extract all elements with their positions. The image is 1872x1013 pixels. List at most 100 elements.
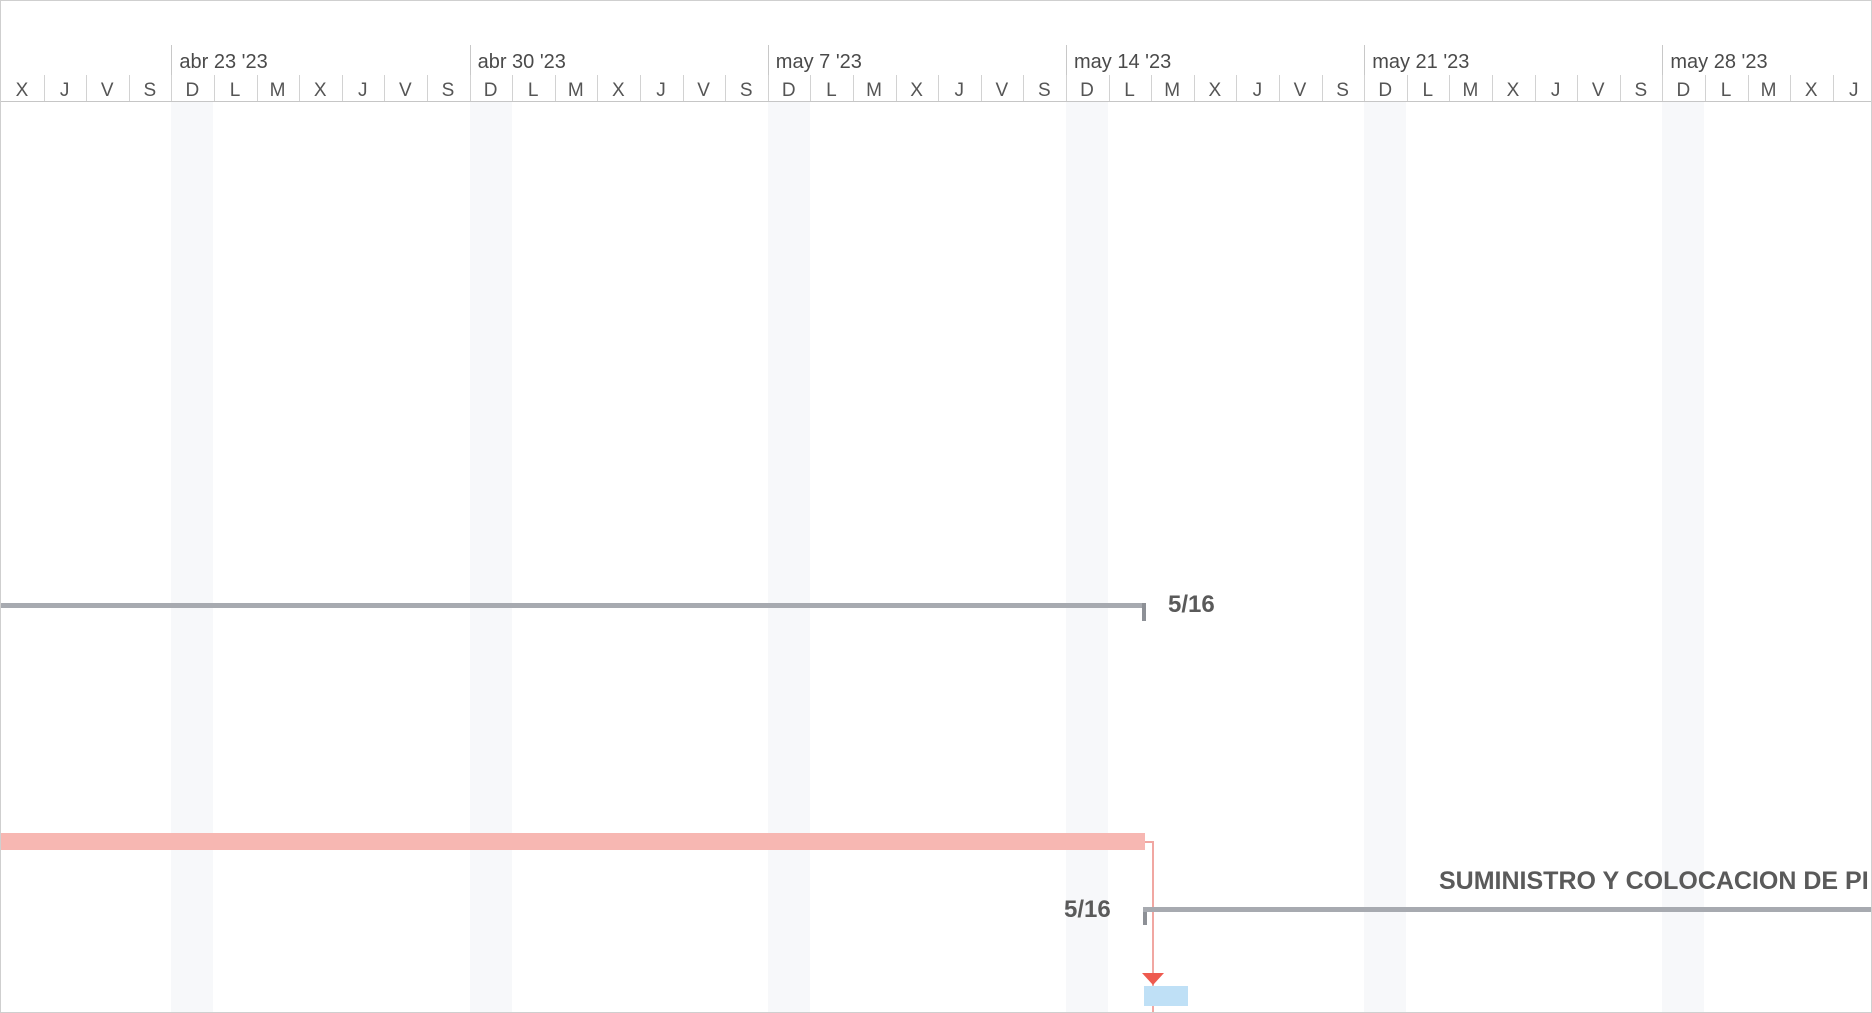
day-divider xyxy=(1619,75,1621,101)
timescale-week-label: abr 23 '23 xyxy=(179,51,268,73)
timescale-day-label: L xyxy=(1720,80,1732,101)
timescale-day-label: V xyxy=(1293,80,1307,101)
timescale-week-label: may 7 '23 xyxy=(775,51,862,73)
timescale-day-label: L xyxy=(527,80,539,101)
day-divider xyxy=(1705,75,1706,101)
timescale-week-label: may 14 '23 xyxy=(1074,51,1172,73)
day-divider xyxy=(895,75,897,101)
timescale-day-label: X xyxy=(1208,80,1222,101)
week-divider xyxy=(171,45,173,101)
timescale-day-label: J xyxy=(1252,80,1263,101)
day-divider xyxy=(128,75,130,101)
summary-bar-2-start-cap xyxy=(1143,907,1147,925)
timescale-day-label: L xyxy=(1422,80,1434,101)
day-divider xyxy=(640,75,641,101)
sunday-band xyxy=(1364,101,1407,1012)
timescale-day-label: M xyxy=(567,80,584,101)
day-divider xyxy=(43,75,45,101)
week-divider xyxy=(1662,45,1664,101)
sunday-band xyxy=(1066,101,1108,1012)
task-bar[interactable] xyxy=(1144,986,1188,1006)
timescale-day-label: J xyxy=(954,80,964,101)
day-divider xyxy=(1023,75,1025,101)
timescale-day-label: X xyxy=(612,80,625,101)
critical-task-bar[interactable] xyxy=(1,833,1145,850)
timescale-day-label: D xyxy=(483,80,498,101)
summary-bar-2[interactable] xyxy=(1143,907,1871,912)
timescale-day-label: J xyxy=(656,80,666,101)
timescale-day-label: L xyxy=(1124,80,1135,101)
day-divider xyxy=(1236,75,1238,101)
day-divider xyxy=(469,75,471,101)
day-divider xyxy=(554,75,556,101)
timescale-day-label: S xyxy=(1038,80,1051,101)
timescale-day-label: V xyxy=(697,80,710,101)
timescale-day-label: X xyxy=(1804,80,1818,101)
day-divider xyxy=(1449,75,1451,101)
timescale-day-label: V xyxy=(1591,80,1605,101)
dependency-link-stub xyxy=(1145,841,1154,843)
day-divider xyxy=(1534,75,1536,101)
day-divider xyxy=(1662,75,1664,101)
link-arrow-icon xyxy=(1142,973,1164,985)
day-divider xyxy=(597,75,599,101)
day-divider xyxy=(384,75,386,101)
timescale-week-label: may 28 '23 xyxy=(1670,51,1768,73)
timescale-day-label: J xyxy=(358,80,368,101)
timescale-day-label: M xyxy=(269,80,286,101)
day-divider xyxy=(682,75,684,101)
day-divider xyxy=(1364,75,1366,101)
day-divider xyxy=(810,75,812,101)
timescale-day-label: D xyxy=(185,80,200,101)
timescale-day-label: M xyxy=(1760,80,1777,101)
timescale-day-label: S xyxy=(739,80,753,101)
day-divider xyxy=(256,75,258,101)
timescale-day-label: S xyxy=(143,80,157,101)
timescale-day-label: D xyxy=(1378,80,1393,101)
timescale-day-label: J xyxy=(1849,80,1859,101)
week-divider xyxy=(469,45,471,101)
timescale-day-label: M xyxy=(1164,80,1181,101)
day-divider xyxy=(1747,75,1749,101)
summary-bar-1-end-cap xyxy=(1142,603,1146,621)
day-divider xyxy=(1108,75,1110,101)
day-divider xyxy=(1193,75,1195,101)
day-divider xyxy=(1577,75,1579,101)
day-divider xyxy=(1151,75,1153,101)
timescale-day-label: D xyxy=(1676,80,1691,101)
sunday-band xyxy=(767,101,810,1012)
day-divider xyxy=(938,75,940,101)
summary-bar-1[interactable] xyxy=(1,603,1145,608)
timescale-day-label: X xyxy=(15,80,29,101)
timescale-day-label: V xyxy=(995,80,1009,101)
timescale-day-label: M xyxy=(866,80,882,101)
timescale-day-label: S xyxy=(1336,80,1349,101)
day-divider xyxy=(1832,75,1834,101)
timescale-day-label: L xyxy=(229,80,241,101)
day-divider xyxy=(980,75,982,101)
day-divider xyxy=(1066,75,1067,101)
day-divider xyxy=(427,75,428,101)
summary-bar-2-task-name: SUMINISTRO Y COLOCACION DE PI xyxy=(1439,867,1869,895)
timescale-day-label: M xyxy=(1462,80,1479,101)
sunday-band xyxy=(469,101,512,1012)
timescale-day-label: J xyxy=(59,80,70,101)
day-divider xyxy=(512,75,514,101)
timescale-day-label: S xyxy=(441,80,455,101)
day-divider xyxy=(341,75,343,101)
summary-bar-1-finish-date: 5/16 xyxy=(1168,591,1215,618)
week-divider xyxy=(1364,45,1366,101)
day-divider xyxy=(86,75,88,101)
dependency-link-vertical xyxy=(1152,841,1154,1012)
day-divider xyxy=(1279,75,1280,101)
day-divider xyxy=(1406,75,1408,101)
timescale-day-label: S xyxy=(1634,80,1648,101)
timescale-day-label: D xyxy=(781,80,796,101)
timescale-header[interactable]: abr 23 '23 abr 30 '23 may 7 '23 may 14 '23 m… xyxy=(1,1,1871,102)
timescale-day-label: X xyxy=(1506,80,1520,101)
week-divider xyxy=(767,45,769,101)
day-divider xyxy=(214,75,215,101)
day-divider xyxy=(1492,75,1493,101)
summary-bar-2-start-date: 5/16 xyxy=(1064,896,1111,923)
